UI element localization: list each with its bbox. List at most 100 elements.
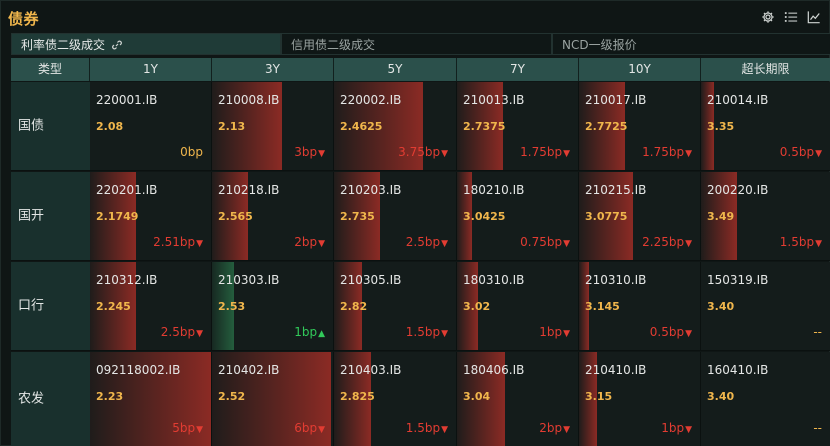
bond-yield: 3.0775 bbox=[585, 210, 628, 223]
triangle-down-icon: ▼ bbox=[815, 149, 822, 159]
change-bar bbox=[457, 172, 472, 260]
row-type-label: 国债 bbox=[11, 82, 90, 171]
triangle-down-icon: ▼ bbox=[441, 329, 448, 339]
bond-yield: 2.53 bbox=[218, 300, 246, 313]
bp-change-value: -- bbox=[813, 421, 822, 435]
column-header-5y[interactable]: 5Y bbox=[334, 58, 457, 81]
column-header-3y[interactable]: 3Y bbox=[212, 58, 334, 81]
triangle-down-icon: ▼ bbox=[685, 239, 692, 249]
change-bar bbox=[701, 172, 738, 260]
triangle-down-icon: ▼ bbox=[196, 425, 203, 435]
chart-line-icon[interactable] bbox=[807, 10, 821, 24]
column-header-10y[interactable]: 10Y bbox=[579, 58, 701, 81]
bond-cell[interactable]: 092118002.IB 2.23 5bp▼ bbox=[90, 352, 212, 446]
bp-change: 1.75bp▼ bbox=[642, 145, 692, 159]
bond-code[interactable]: 200220.IB bbox=[707, 183, 769, 197]
bp-change: 1bp▲ bbox=[294, 325, 325, 339]
bond-cell[interactable]: 210303.IB 2.53 1bp▲ bbox=[212, 262, 334, 351]
bond-cell[interactable]: 210218.IB 2.565 2bp▼ bbox=[212, 172, 334, 261]
triangle-up-icon: ▲ bbox=[318, 329, 325, 339]
change-bar bbox=[334, 172, 381, 260]
bond-cell[interactable]: 210402.IB 2.52 6bp▼ bbox=[212, 352, 334, 446]
column-header-超长期限[interactable]: 超长期限 bbox=[701, 58, 830, 81]
bond-yield: 2.7375 bbox=[463, 120, 506, 133]
bond-yield: 3.40 bbox=[707, 390, 735, 403]
bond-cell[interactable]: 180310.IB 3.02 1bp▼ bbox=[457, 262, 579, 351]
bond-cell[interactable]: 210403.IB 2.825 1.5bp▼ bbox=[334, 352, 457, 446]
bp-change: 6bp▼ bbox=[294, 421, 325, 435]
bond-code[interactable]: 220001.IB bbox=[96, 93, 158, 107]
bp-change-value: 0.75bp bbox=[520, 235, 563, 249]
bond-code[interactable]: 210008.IB bbox=[218, 93, 280, 107]
bond-code[interactable]: 210303.IB bbox=[218, 273, 280, 287]
bp-change-value: 2bp bbox=[294, 235, 318, 249]
bond-yield: 3.145 bbox=[585, 300, 620, 313]
bond-code[interactable]: 150319.IB bbox=[707, 273, 769, 287]
bond-yield: 2.13 bbox=[218, 120, 246, 133]
bond-cell[interactable]: 210203.IB 2.735 2.5bp▼ bbox=[334, 172, 457, 261]
bond-cell[interactable]: 210310.IB 3.145 0.5bp▼ bbox=[579, 262, 701, 351]
tab-ncd-primary-quote[interactable]: NCD一级报价 bbox=[552, 33, 830, 55]
bond-cell[interactable]: 150319.IB 3.40 -- bbox=[701, 262, 830, 351]
row-type-label: 国开 bbox=[11, 172, 90, 261]
bond-code[interactable]: 210017.IB bbox=[585, 93, 647, 107]
bond-cell[interactable]: 210410.IB 3.15 1bp▼ bbox=[579, 352, 701, 446]
bond-code[interactable]: 180406.IB bbox=[463, 363, 525, 377]
bp-change: 1.5bp▼ bbox=[406, 325, 448, 339]
bond-cell[interactable]: 210008.IB 2.13 3bp▼ bbox=[212, 82, 334, 171]
bond-cell[interactable]: 220001.IB 2.08 0bp bbox=[90, 82, 212, 171]
bond-code[interactable]: 210403.IB bbox=[340, 363, 402, 377]
column-header-7y[interactable]: 7Y bbox=[457, 58, 579, 81]
bond-cell[interactable]: 200220.IB 3.49 1.5bp▼ bbox=[701, 172, 830, 261]
triangle-down-icon: ▼ bbox=[685, 425, 692, 435]
bond-code[interactable]: 180210.IB bbox=[463, 183, 525, 197]
tab-rate-bond-secondary[interactable]: 利率债二级成交 bbox=[11, 33, 281, 55]
bond-cell[interactable]: 210305.IB 2.82 1.5bp▼ bbox=[334, 262, 457, 351]
bond-cell[interactable]: 160410.IB 3.40 -- bbox=[701, 352, 830, 446]
bond-cell[interactable]: 210215.IB 3.0775 2.25bp▼ bbox=[579, 172, 701, 261]
change-bar bbox=[457, 82, 503, 170]
bp-change-value: 0.5bp bbox=[649, 325, 685, 339]
bond-code[interactable]: 092118002.IB bbox=[96, 363, 181, 377]
bond-code[interactable]: 160410.IB bbox=[707, 363, 769, 377]
bond-code[interactable]: 210215.IB bbox=[585, 183, 647, 197]
bp-change-value: 3.75bp bbox=[398, 145, 441, 159]
gear-icon[interactable] bbox=[761, 10, 775, 24]
bond-code[interactable]: 210013.IB bbox=[463, 93, 525, 107]
row-type-label: 农发 bbox=[11, 352, 90, 446]
bond-code[interactable]: 210203.IB bbox=[340, 183, 402, 197]
bond-code[interactable]: 210410.IB bbox=[585, 363, 647, 377]
bp-change: 1.75bp▼ bbox=[520, 145, 570, 159]
bond-cell[interactable]: 210013.IB 2.7375 1.75bp▼ bbox=[457, 82, 579, 171]
bond-cell[interactable]: 220201.IB 2.1749 2.51bp▼ bbox=[90, 172, 212, 261]
bp-change-value: 1.5bp bbox=[405, 421, 441, 435]
bond-code[interactable]: 210014.IB bbox=[707, 93, 769, 107]
bond-code[interactable]: 220002.IB bbox=[340, 93, 402, 107]
triangle-down-icon: ▼ bbox=[685, 329, 692, 339]
bond-cell[interactable]: 220002.IB 2.4625 3.75bp▼ bbox=[334, 82, 457, 171]
bond-yield: 3.04 bbox=[463, 390, 491, 403]
triangle-down-icon: ▼ bbox=[196, 329, 203, 339]
bond-cell[interactable]: 180210.IB 3.0425 0.75bp▼ bbox=[457, 172, 579, 261]
bond-code[interactable]: 210310.IB bbox=[585, 273, 647, 287]
bond-cell[interactable]: 210017.IB 2.7725 1.75bp▼ bbox=[579, 82, 701, 171]
column-header-type[interactable]: 类型 bbox=[11, 58, 90, 81]
list-icon[interactable] bbox=[784, 10, 798, 24]
column-header-1y[interactable]: 1Y bbox=[90, 58, 212, 81]
bond-cell[interactable]: 210312.IB 2.245 2.5bp▼ bbox=[90, 262, 212, 351]
bond-code[interactable]: 210312.IB bbox=[96, 273, 158, 287]
link-icon[interactable] bbox=[111, 36, 123, 50]
bond-code[interactable]: 210218.IB bbox=[218, 183, 280, 197]
bp-change: 0.75bp▼ bbox=[520, 235, 570, 249]
bp-change-value: 2.51bp bbox=[153, 235, 196, 249]
bond-code[interactable]: 210402.IB bbox=[218, 363, 280, 377]
tab-credit-bond-secondary[interactable]: 信用债二级成交 bbox=[281, 33, 552, 55]
bond-yield: 3.40 bbox=[707, 300, 735, 313]
bp-change-value: 1bp bbox=[661, 421, 685, 435]
bond-cell[interactable]: 180406.IB 3.04 2bp▼ bbox=[457, 352, 579, 446]
bond-code[interactable]: 210305.IB bbox=[340, 273, 402, 287]
bond-code[interactable]: 180310.IB bbox=[463, 273, 525, 287]
bond-cell[interactable]: 210014.IB 3.35 0.5bp▼ bbox=[701, 82, 830, 171]
bp-change-value: -- bbox=[813, 325, 822, 339]
bond-code[interactable]: 220201.IB bbox=[96, 183, 158, 197]
